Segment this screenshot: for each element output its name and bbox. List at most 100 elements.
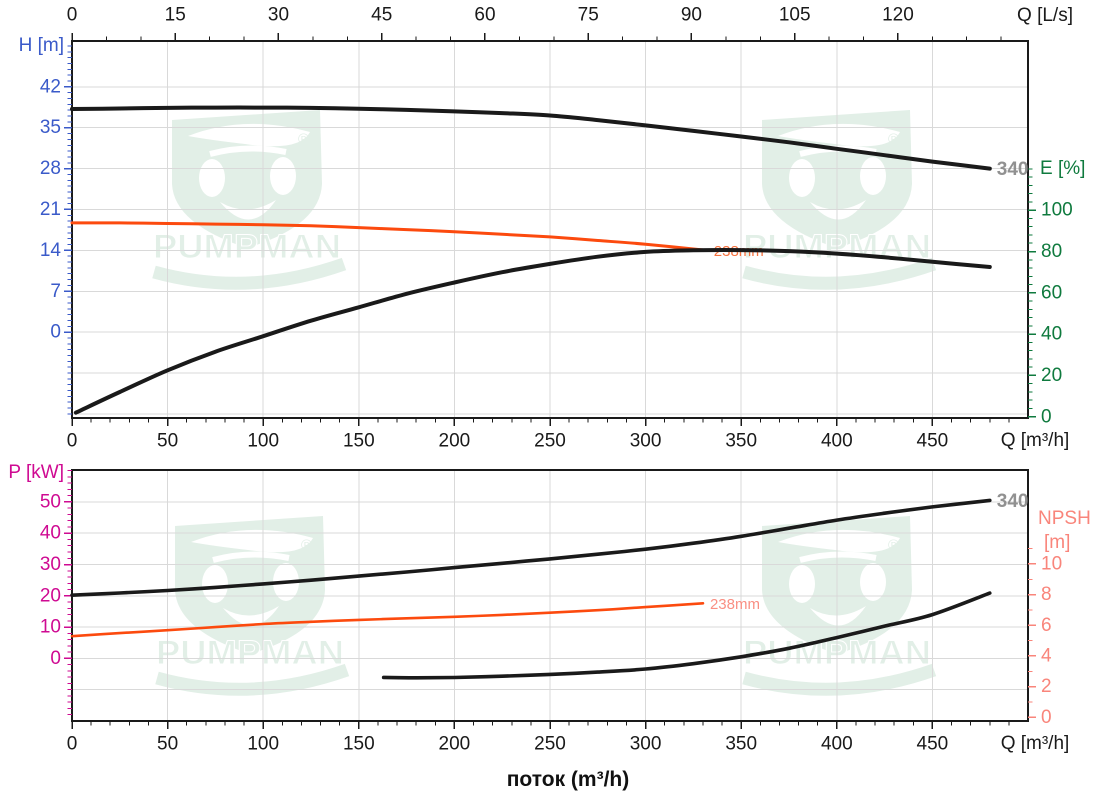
watermark-face-left: [202, 565, 228, 603]
registered-mark: ®: [298, 131, 309, 148]
x-tick-label: 0: [67, 431, 78, 452]
y-right-tick-label: 10: [1041, 553, 1062, 574]
npsh-curve-curve: [381, 591, 992, 680]
x-tick-label: 100: [247, 734, 279, 755]
watermark-face-right: [860, 563, 886, 601]
y-right-tick-label: 6: [1041, 615, 1052, 636]
registered-mark: ®: [888, 537, 899, 554]
watermark-face-left: [199, 159, 225, 197]
power-npsh-chart: 0 50 100 150 200 250 300 350 400 450 0 10 20 30 40 50 0 2…: [40, 469, 1062, 755]
x-tick-label: 450: [917, 431, 949, 452]
y-right-tick-label: 0: [1041, 406, 1052, 427]
power-238mm-curve: [70, 602, 705, 638]
watermark-hair: [188, 123, 310, 147]
watermark-banner: [155, 663, 350, 696]
watermark-mustache: [223, 606, 279, 626]
x-tick-label: 450: [917, 734, 949, 755]
x-top-tick-label: 75: [578, 5, 599, 26]
watermark-hair: [778, 529, 900, 553]
watermark-banner: [152, 257, 347, 290]
x-tick-label: 300: [630, 431, 662, 452]
watermark-hair: [191, 529, 313, 553]
y-left-tick-label: 7: [50, 281, 61, 302]
y-left-tick-label: 20: [40, 585, 61, 606]
x-tick-label: 50: [157, 431, 178, 452]
watermark-banner: [742, 663, 937, 696]
watermark-face-right: [270, 157, 296, 195]
x-top-tick-label: 105: [779, 5, 811, 26]
x-tick-label: 200: [439, 431, 471, 452]
x-tick-label: 300: [630, 734, 662, 755]
flow-m3h-axis-title-top: Q [m³/h]: [1000, 430, 1070, 451]
registered-mark: ®: [301, 537, 312, 554]
y-left-tick-label: 0: [50, 322, 61, 343]
y-right-tick-label: 40: [1041, 324, 1062, 345]
x-tick-label: 150: [343, 734, 375, 755]
flow-m3h-axis-title-bottom: Q [m³/h]: [1000, 733, 1070, 754]
y-left-tick-label: 40: [40, 523, 61, 544]
x-top-tick-label: 30: [268, 5, 289, 26]
y-right-tick-label: 2: [1041, 676, 1052, 697]
x-tick-label: 400: [821, 734, 853, 755]
power-340mm-curve: [70, 498, 992, 597]
x-tick-label: 350: [725, 734, 757, 755]
y-right-tick-label: 80: [1041, 241, 1062, 262]
x-top-tick-label: 0: [67, 5, 78, 26]
head-340mm-curve: [70, 105, 992, 171]
y-right-tick-label: 4: [1041, 645, 1052, 666]
watermark-brow: [212, 551, 290, 563]
watermark-banner: [742, 257, 937, 290]
registered-mark: ®: [888, 131, 899, 148]
x-top-tick-label: 60: [474, 5, 495, 26]
x-top-tick-label: 120: [882, 5, 914, 26]
y-left-tick-label: 30: [40, 554, 61, 575]
npsh-axis-unit: [m]: [1044, 532, 1071, 553]
x-tick-label: 200: [439, 734, 471, 755]
watermark-face-left: [789, 159, 815, 197]
watermark-brow: [209, 145, 287, 157]
y-left-tick-label: 50: [40, 491, 61, 512]
x-top-tick-label: 15: [165, 5, 186, 26]
pumpman-watermark: PUMPMAN®: [155, 516, 350, 696]
y-left-tick-label: 35: [40, 117, 61, 138]
impeller-label-238mm: 238mm: [710, 596, 760, 613]
x-tick-label: 400: [821, 431, 853, 452]
efficiency-340mm-curve: [73, 247, 992, 415]
y-left-tick-label: 14: [40, 240, 62, 261]
y-right-tick-label: 0: [1041, 707, 1052, 728]
head-axis-title: H [m]: [18, 35, 64, 56]
head-238mm-curve: [70, 221, 709, 252]
y-left-tick-label: 28: [40, 158, 61, 179]
x-tick-label: 100: [247, 431, 279, 452]
x-tick-label: 350: [725, 431, 757, 452]
pumpman-watermark: PUMPMAN ®: [152, 110, 347, 290]
x-tick-label: 0: [67, 734, 78, 755]
npsh-axis-title: NPSH: [1038, 508, 1091, 529]
watermark-face-right: [860, 157, 886, 195]
impeller-label-340: 340: [997, 159, 1029, 180]
y-right-tick-label: 100: [1041, 200, 1073, 221]
x-top-tick-label: 90: [681, 5, 702, 26]
watermark-mustache: [810, 606, 866, 626]
y-left-tick-label: 0: [50, 648, 61, 669]
y-left-tick-label: 42: [40, 76, 61, 97]
y-left-tick-label: 21: [40, 199, 61, 220]
impeller-label-340: 340: [997, 491, 1029, 512]
y-right-tick-label: 20: [1041, 365, 1062, 386]
watermark-face-left: [789, 565, 815, 603]
flow-footer-label: поток (m³/h): [506, 768, 630, 791]
watermark-brand-text: PUMPMAN: [153, 228, 341, 266]
y-right-tick-label: 8: [1041, 584, 1052, 605]
watermark-hair: [778, 123, 900, 147]
efficiency-axis-title: E [%]: [1040, 158, 1086, 179]
flow-ls-axis-title: Q [L/s]: [1017, 5, 1073, 26]
watermark-brow: [799, 551, 877, 563]
y-right-tick-label: 60: [1041, 282, 1062, 303]
x-tick-label: 50: [157, 734, 178, 755]
pumpman-watermark: PUMPMAN®: [742, 516, 937, 696]
x-top-tick-label: 45: [371, 5, 392, 26]
y-left-tick-label: 10: [40, 617, 61, 638]
